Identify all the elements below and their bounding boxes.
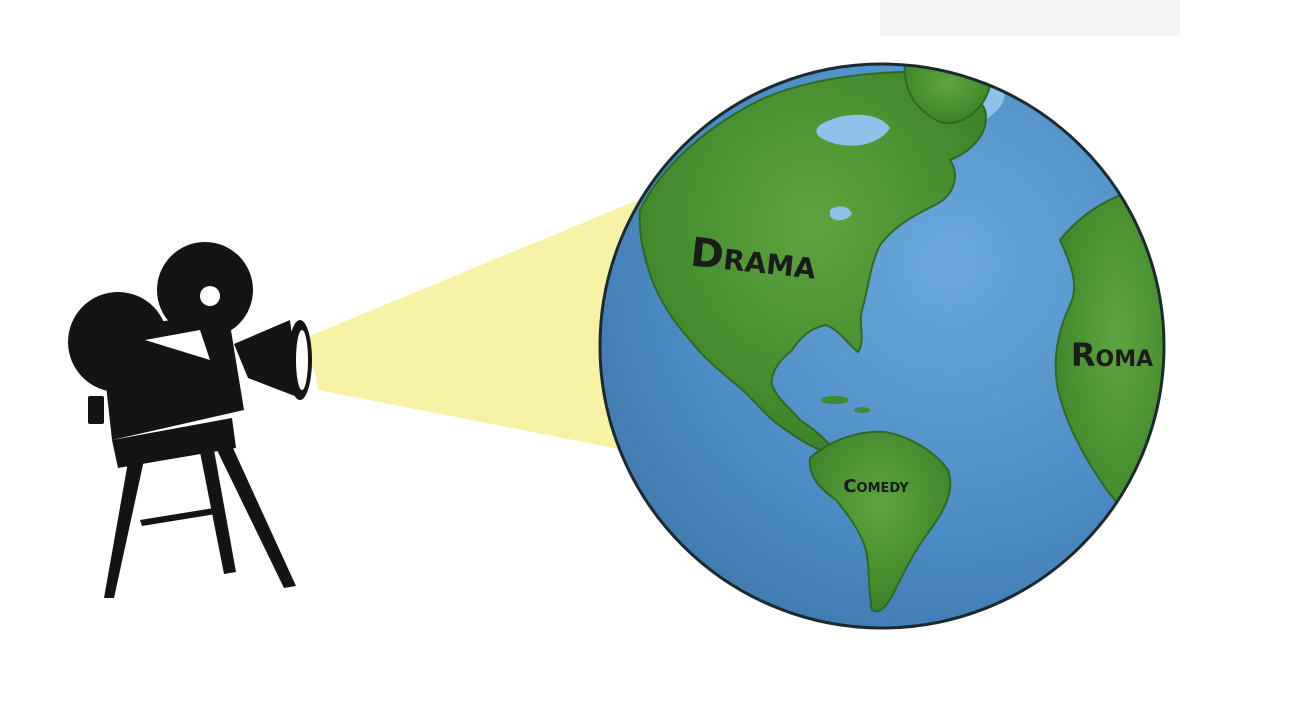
label-comedy: Comedy [843, 476, 909, 497]
tripod-head [112, 418, 236, 468]
tripod-leg-middle [200, 450, 236, 574]
camera-body [100, 312, 244, 440]
top-shadow [880, 0, 1180, 36]
caribbean-islands [821, 396, 849, 404]
tripod-leg-left [104, 460, 144, 598]
caribbean-islands [854, 407, 870, 413]
globe-icon: Drama Roma Comedy [598, 62, 1166, 630]
continent-south-america [808, 430, 952, 613]
hudson-bay [816, 114, 890, 146]
tripod-leg-right [216, 446, 296, 588]
projector-beam [300, 195, 650, 455]
great-lakes [830, 206, 852, 221]
label-roma: Roma [1071, 336, 1153, 374]
camera-lens [234, 320, 300, 398]
globe-outline [598, 62, 1166, 630]
movie-camera-icon [68, 242, 312, 598]
